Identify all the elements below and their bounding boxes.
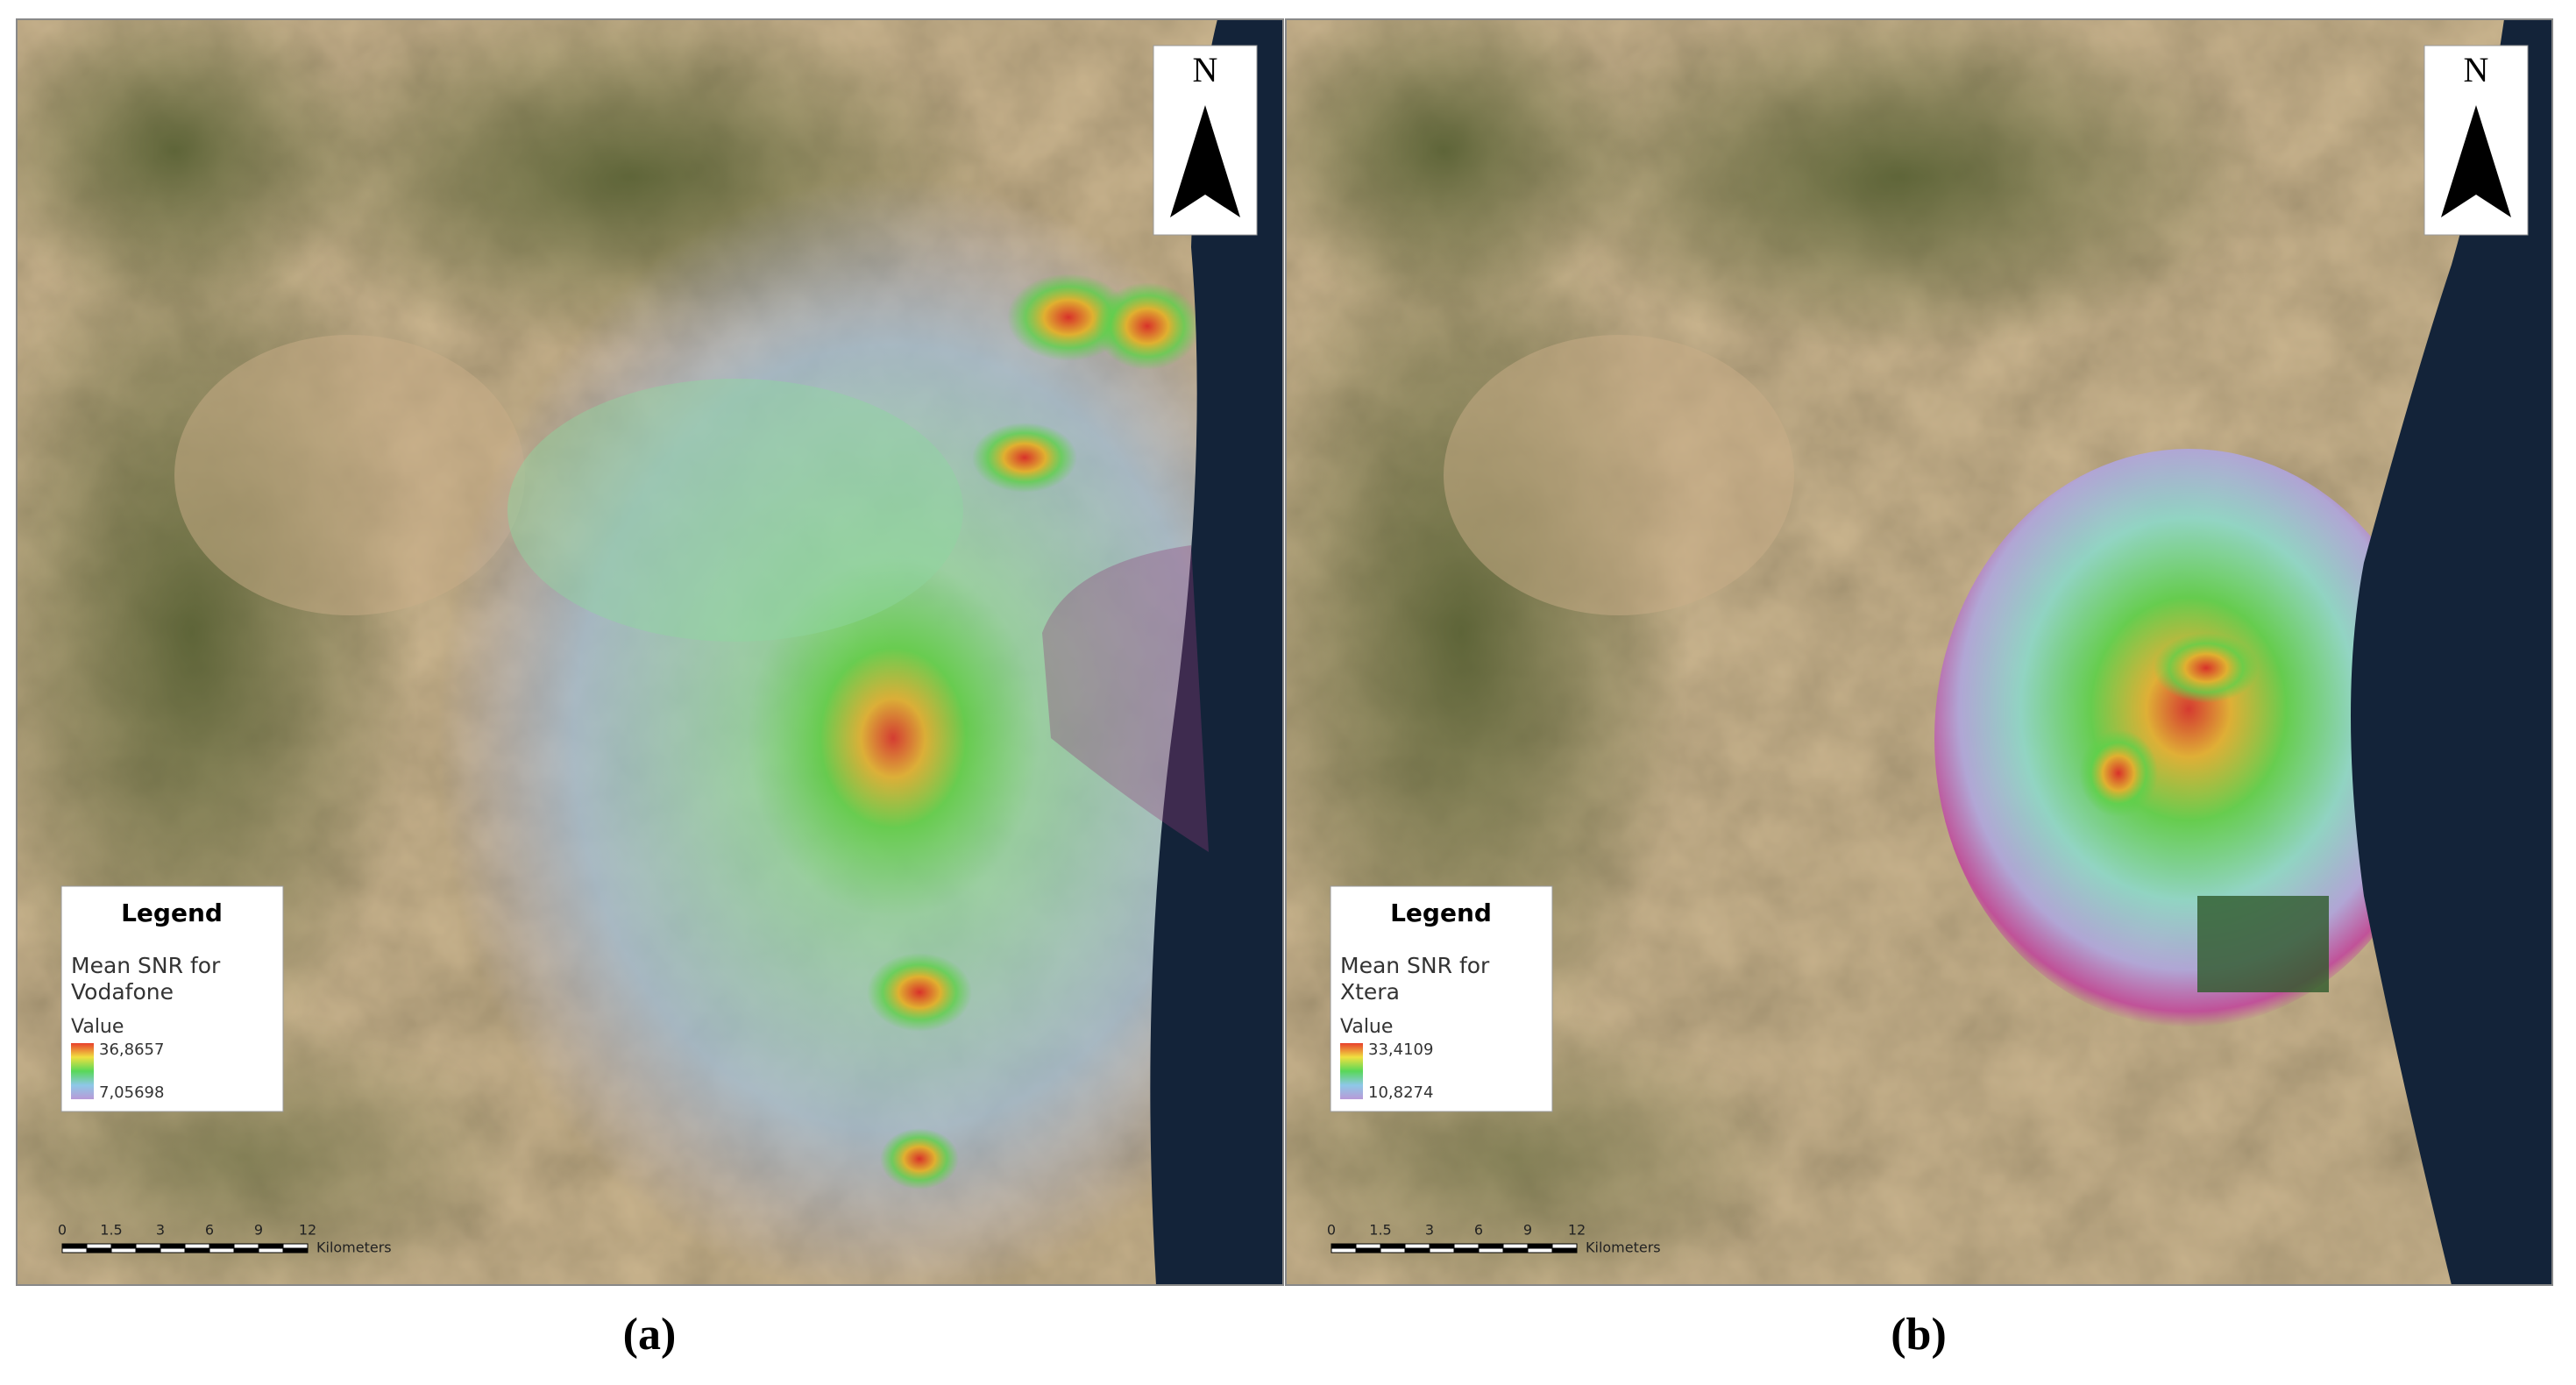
scale-segment [1453, 1243, 1480, 1249]
legend-high: 36,8657 [99, 1041, 164, 1059]
scale-segment [233, 1243, 259, 1249]
scale-segment [160, 1247, 186, 1254]
scale-segment [160, 1243, 186, 1249]
scale-segment [1551, 1243, 1578, 1249]
scale-label: 3 [1425, 1222, 1434, 1239]
scale-segment [61, 1247, 88, 1254]
legend-label: Xtera [1340, 979, 1400, 1005]
legend-low: 10,8274 [1368, 1083, 1433, 1102]
legend-field: Value [1340, 1016, 1393, 1038]
legend-label: Mean SNR for [1340, 953, 1490, 978]
north-label: N [1193, 50, 1218, 89]
scale-label: 12 [299, 1222, 316, 1239]
scale-segment [1380, 1243, 1406, 1249]
legend-title: Legend [1390, 898, 1492, 927]
scale-unit: Kilometers [316, 1239, 392, 1256]
scale-segment [135, 1243, 161, 1249]
scale-segment [110, 1247, 137, 1254]
scale-segment [1502, 1247, 1529, 1254]
scale-label: 1.5 [100, 1222, 122, 1239]
scale-segment [110, 1243, 137, 1249]
scale-segment [209, 1247, 235, 1254]
scale-segment [61, 1243, 88, 1249]
scale-label: 9 [1523, 1222, 1532, 1239]
scale-label: 0 [58, 1222, 67, 1239]
scale-segment [1380, 1247, 1406, 1254]
scale-segment [1355, 1247, 1381, 1254]
legend-title: Legend [121, 898, 223, 927]
scale-segment [1478, 1247, 1504, 1254]
legend-low: 7,05698 [99, 1083, 164, 1102]
scale-segment [184, 1247, 210, 1254]
scale-segment [1404, 1243, 1430, 1249]
scale-segment [1429, 1247, 1455, 1254]
scale-segment [86, 1247, 112, 1254]
scale-segment [1502, 1243, 1529, 1249]
scale-segment [233, 1247, 259, 1254]
scale-label: 6 [1474, 1222, 1483, 1239]
scale-segment [258, 1243, 284, 1249]
scale-segment [1429, 1243, 1455, 1249]
map-panel: N Legend Mean SNR for Vodafone Value 36,… [16, 18, 1284, 1286]
scale-segment [1331, 1247, 1357, 1254]
scale-label: 3 [156, 1222, 165, 1239]
scale-segment [86, 1243, 112, 1249]
caption: (b) [1891, 1310, 1947, 1360]
scale-segment [258, 1247, 284, 1254]
scale-segment [1551, 1247, 1578, 1254]
scale-segment [1331, 1243, 1357, 1249]
scale-label: 6 [205, 1222, 214, 1239]
scale-segment [282, 1243, 309, 1249]
scale-segment [1527, 1247, 1553, 1254]
scale-label: 9 [254, 1222, 263, 1239]
scale-label: 1.5 [1369, 1222, 1391, 1239]
scale-segment [1355, 1243, 1381, 1249]
scale-segment [1404, 1247, 1430, 1254]
caption: (a) [623, 1310, 677, 1360]
legend-high: 33,4109 [1368, 1041, 1433, 1059]
north-label: N [2464, 50, 2489, 89]
legend-label: Vodafone [71, 979, 174, 1005]
scale-segment [184, 1243, 210, 1249]
scale-segment [1453, 1247, 1480, 1254]
scale-segment [282, 1247, 309, 1254]
scale-label: 0 [1327, 1222, 1336, 1239]
scale-label: 12 [1568, 1222, 1586, 1239]
scale-segment [135, 1247, 161, 1254]
legend-field: Value [71, 1016, 124, 1038]
scale-segment [1527, 1243, 1553, 1249]
scale-segment [209, 1243, 235, 1249]
legend-label: Mean SNR for [71, 953, 221, 978]
map-panel: N Legend Mean SNR for Xtera Value 33,410… [1285, 18, 2553, 1286]
scale-unit: Kilometers [1586, 1239, 1661, 1256]
scale-segment [1478, 1243, 1504, 1249]
